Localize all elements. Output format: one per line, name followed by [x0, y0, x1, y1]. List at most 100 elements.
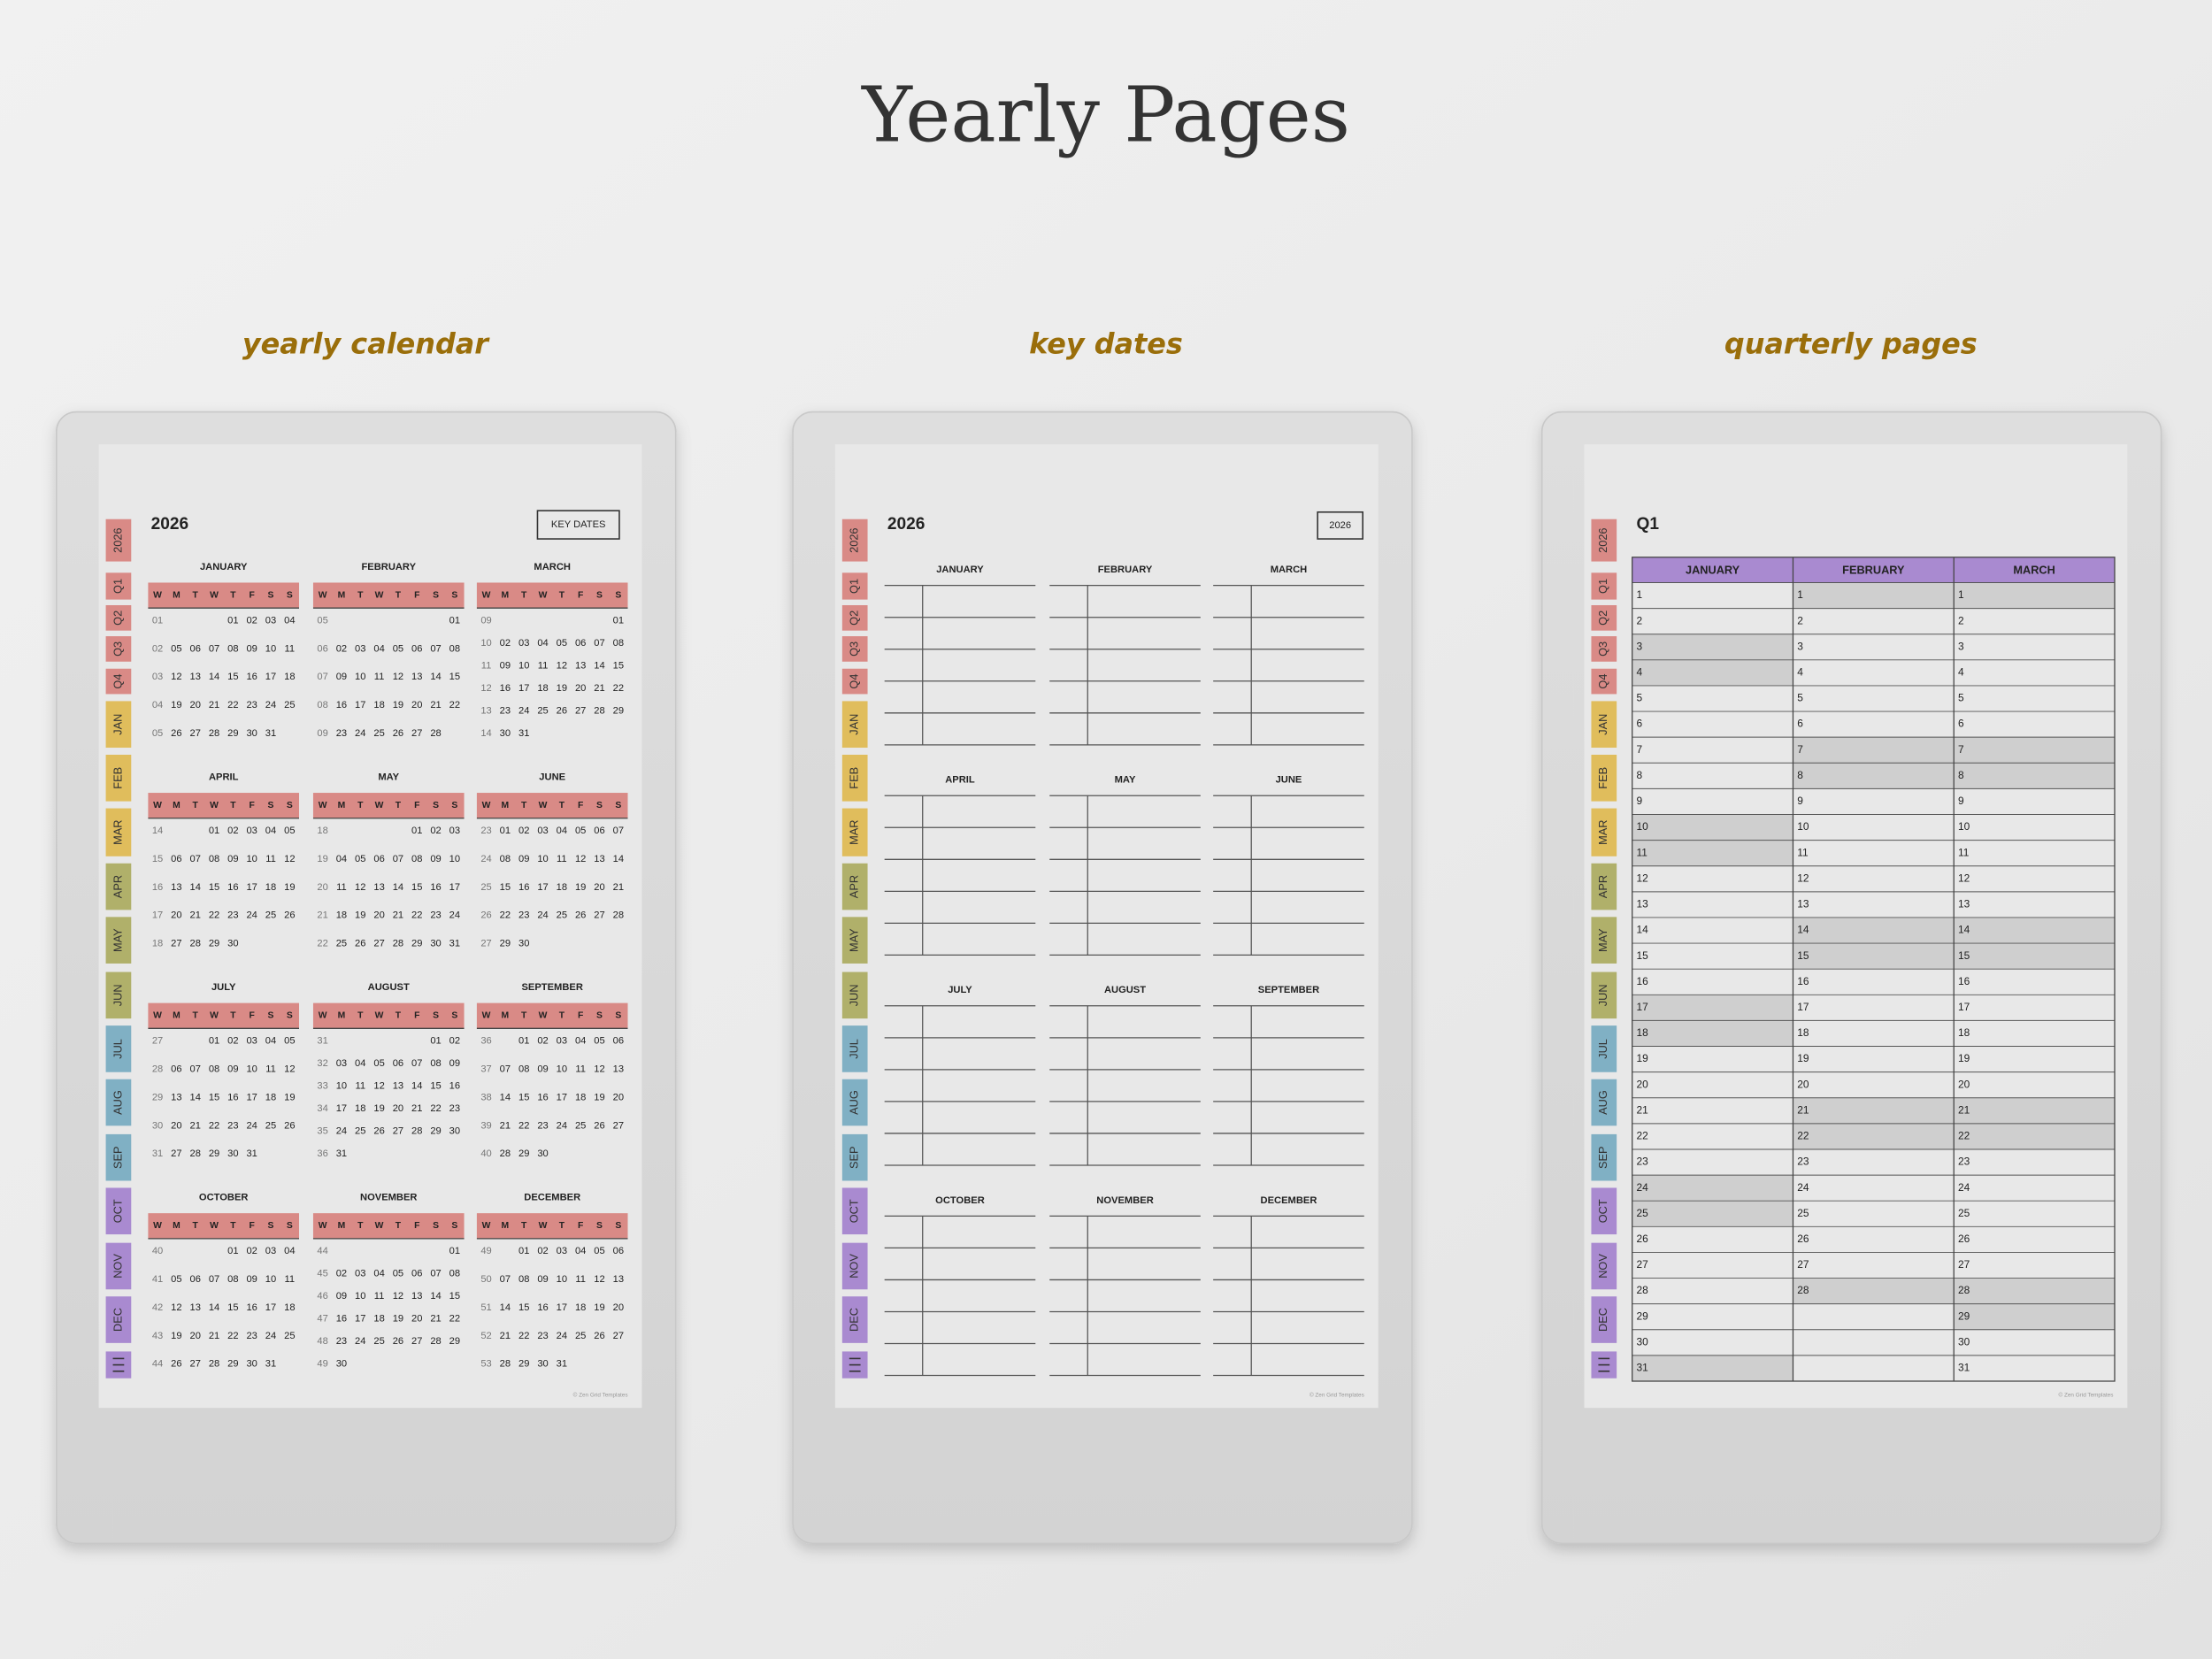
day-number: 16: [336, 700, 347, 710]
day-number: 26: [373, 1126, 384, 1137]
day-number: 29: [518, 1359, 529, 1370]
day-number: 07: [411, 1058, 422, 1069]
day-number: 30: [537, 1359, 548, 1370]
week-number: 48: [317, 1336, 327, 1347]
week-number: 09: [317, 728, 327, 739]
week-number: 41: [152, 1274, 163, 1285]
day-number: 24: [1797, 1181, 1809, 1194]
day-number: 03: [355, 1269, 365, 1279]
week-number: 34: [317, 1103, 327, 1114]
day-number: 31: [265, 728, 276, 739]
week-number: 53: [480, 1359, 491, 1370]
day-number: 28: [209, 728, 219, 739]
day-number: 09: [500, 661, 511, 672]
day-number: 9: [1636, 795, 1642, 807]
weekday-letter: F: [414, 591, 419, 601]
weekday-header: [312, 1002, 465, 1029]
weekday-letter: S: [433, 1221, 439, 1231]
day-number: 25: [336, 939, 347, 949]
day-number: 27: [1958, 1258, 1970, 1271]
day-number: 16: [336, 1314, 347, 1325]
weekday-letter: F: [414, 801, 419, 810]
sidebar-tab-label: NOV: [111, 1254, 124, 1279]
day-number: 07: [500, 1064, 511, 1074]
day-number: 18: [265, 1092, 276, 1102]
month-name: APRIL: [945, 775, 975, 786]
sidebar-tab: [105, 636, 132, 662]
day-number: 08: [430, 1058, 441, 1069]
year-heading: 2026: [887, 515, 926, 534]
day-number: 20: [171, 1120, 181, 1131]
day-number: 03: [449, 826, 460, 836]
day-number: 23: [336, 728, 347, 739]
week-number: 27: [480, 939, 491, 949]
day-number: 11: [285, 643, 296, 654]
weekday-letter: M: [502, 1221, 510, 1231]
month-name: OCTOBER: [199, 1193, 249, 1203]
day-number: 09: [336, 672, 347, 682]
day-number: 05: [594, 1246, 604, 1256]
week-number: 08: [317, 700, 327, 710]
day-number: 09: [449, 1058, 460, 1069]
day-number: 03: [336, 1058, 347, 1069]
day-number: 13: [613, 1064, 624, 1074]
day-number: 04: [373, 643, 384, 654]
day-number: 15: [209, 1092, 219, 1102]
day-number: 11: [336, 882, 347, 893]
day-number: 2: [1797, 614, 1803, 626]
sidebar-tab-label: AUG: [111, 1090, 124, 1115]
day-number: 22: [449, 1314, 460, 1325]
sidebar-tab-label: FEB: [111, 767, 124, 789]
week-number: 32: [317, 1058, 327, 1069]
day-number: 10: [537, 854, 548, 864]
weekday-letter: M: [502, 591, 510, 601]
day-number: 12: [393, 1291, 403, 1302]
day-number: 5: [1958, 692, 1964, 704]
day-number: 8: [1958, 769, 1964, 781]
day-number: 28: [500, 1359, 511, 1370]
day-number: 17: [246, 882, 257, 893]
month-name: JANUARY: [200, 562, 248, 572]
day-number: 23: [1636, 1156, 1648, 1168]
weekday-header: [476, 1002, 628, 1029]
day-number: 11: [355, 1081, 365, 1092]
day-number: 31: [518, 728, 529, 739]
day-number: 01: [500, 826, 511, 836]
day-number: 04: [557, 826, 567, 836]
weekday-letter: S: [287, 801, 293, 810]
sidebar-tab-label: JAN: [848, 714, 861, 735]
day-number: 20: [393, 1103, 403, 1114]
weekday-letter: S: [287, 1011, 293, 1021]
sidebar-tab: [105, 917, 132, 964]
day-number: 13: [190, 672, 201, 682]
weekend-shade: [1632, 1355, 1793, 1382]
week-number: 47: [317, 1314, 327, 1325]
day-number: 19: [594, 1302, 604, 1313]
day-number: 15: [613, 661, 624, 672]
footer: © Zen Grid Templates: [573, 1392, 628, 1399]
sidebar-tab: [841, 1296, 868, 1343]
day-number: 15: [227, 1302, 238, 1313]
day-number: 10: [246, 1064, 257, 1074]
sidebar-tab: [1591, 808, 1617, 856]
day-number: 22: [209, 1120, 219, 1131]
day-number: 14: [500, 1302, 511, 1313]
sidebar-tab: [105, 1242, 132, 1290]
weekday-letter: M: [338, 591, 346, 601]
day-number: 20: [373, 910, 384, 921]
day-number: 1: [1797, 588, 1803, 601]
day-number: 06: [411, 1269, 422, 1279]
day-number: 22: [1797, 1130, 1809, 1142]
week-number: 43: [152, 1331, 163, 1341]
day-number: 20: [1636, 1078, 1648, 1090]
weekday-letter: W: [153, 801, 162, 810]
day-number: 6: [1636, 718, 1642, 730]
footer: © Zen Grid Templates: [1310, 1392, 1364, 1399]
day-number: 9: [1797, 795, 1803, 807]
day-number: 30: [449, 1126, 460, 1137]
week-number: 21: [317, 910, 327, 921]
day-number: 25: [265, 1120, 276, 1131]
weekday-letter: F: [250, 1011, 255, 1021]
weekday-letter: S: [433, 1011, 439, 1021]
table-border: [1632, 557, 2116, 1382]
